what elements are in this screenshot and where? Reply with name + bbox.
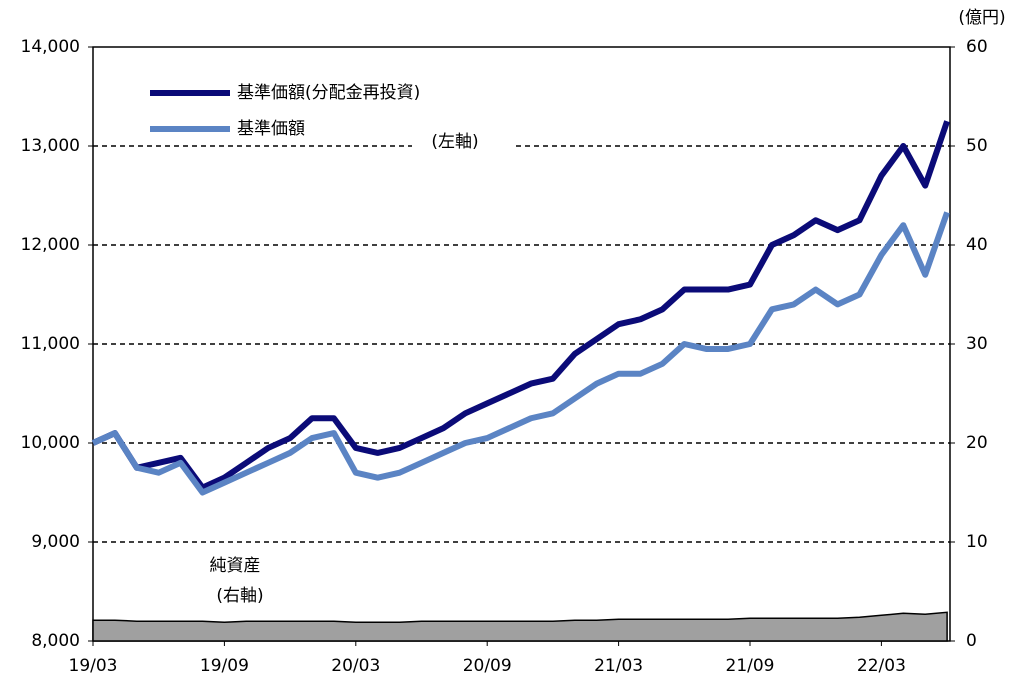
x-tick-label: 19/09 xyxy=(200,656,249,676)
grid xyxy=(93,145,950,543)
annotation: (右軸) xyxy=(216,586,263,606)
y2-tick-label: 40 xyxy=(966,235,988,255)
x-tick-label: 21/09 xyxy=(726,656,775,676)
x-tick-label: 19/03 xyxy=(69,656,118,676)
x-tick-label: 20/09 xyxy=(463,656,512,676)
x-tick-label: 22/03 xyxy=(857,656,906,676)
legend-label: 基準価額(分配金再投資) xyxy=(237,83,420,103)
y2-unit: (億円) xyxy=(958,8,1005,28)
line xyxy=(91,211,950,496)
legend-label: 基準価額 xyxy=(237,119,305,139)
annotation-bg xyxy=(412,130,512,156)
y-tick-label: 14,000 xyxy=(21,37,80,57)
y-tick-label: 10,000 xyxy=(21,433,80,453)
y-tick-label: 11,000 xyxy=(21,334,80,354)
y2-tick-label: 50 xyxy=(966,136,988,156)
area xyxy=(92,611,948,642)
y2-tick-label: 60 xyxy=(966,37,988,57)
y-tick-label: 13,000 xyxy=(21,136,80,156)
y2-tick-label: 0 xyxy=(966,631,977,651)
x-tick-label: 21/03 xyxy=(594,656,643,676)
line xyxy=(91,120,950,491)
annotation: (左軸) xyxy=(431,132,478,152)
y-tick-label: 12,000 xyxy=(21,235,80,255)
y-tick-label: 8,000 xyxy=(31,631,80,651)
legend: 基準価額(分配金再投資) 基準価額 xyxy=(150,83,420,139)
y2-tick-label: 30 xyxy=(966,334,988,354)
x-tick-label: 20/03 xyxy=(331,656,380,676)
y2-tick-label: 10 xyxy=(966,532,988,552)
marks xyxy=(91,120,950,642)
annotation: 純資産 xyxy=(210,556,261,576)
y2-tick-label: 20 xyxy=(966,433,988,453)
y-tick-label: 9,000 xyxy=(31,532,80,552)
